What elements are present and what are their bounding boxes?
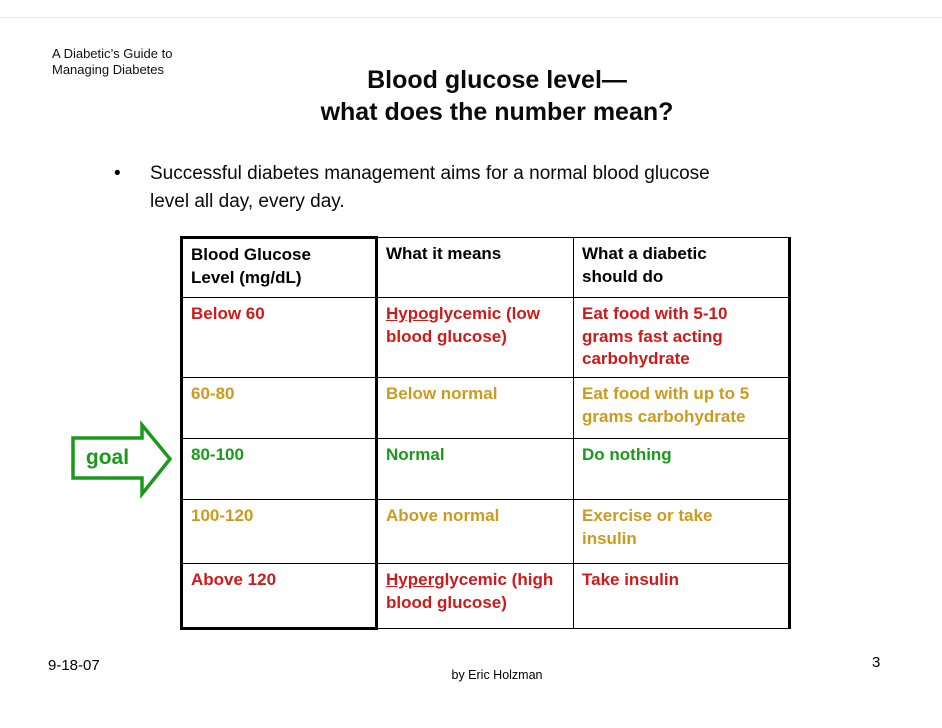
footer-date: 9-18-07: [48, 657, 100, 674]
cell-means: Above normal: [376, 499, 574, 564]
cell-means: Hyperglycemic (high blood glucose): [376, 563, 574, 629]
cell-means: Below normal: [376, 377, 574, 439]
glucose-table: Blood Glucose Level (mg/dL) What it mean…: [180, 236, 791, 630]
cell-action: Eat food with up to 5 grams carbohydrate: [573, 377, 791, 439]
cell-action: Eat food with 5-10 grams fast acting car…: [573, 297, 791, 378]
page-number: 3: [872, 654, 881, 671]
column-header-level: Blood Glucose Level (mg/dL): [180, 236, 378, 298]
table-row: Below 60 Hypoglycemic (low blood glucose…: [180, 297, 791, 378]
page-title: Blood glucose level— what does the numbe…: [320, 66, 674, 126]
cell-means: Normal: [376, 438, 574, 500]
table-row: 100-120 Above normal Exercise or take in…: [180, 499, 791, 564]
goal-arrow: goal: [58, 420, 176, 500]
bullet-text: Successful diabetes management aims for …: [150, 163, 710, 212]
table-row: 60-80 Below normal Eat food with up to 5…: [180, 377, 791, 439]
means-text: glycemic (low blood glucose): [386, 304, 540, 346]
top-divider: [0, 17, 942, 18]
bullet-icon: •: [114, 163, 121, 184]
goal-label: goal: [85, 446, 130, 469]
goal-arrow-shape: [71, 420, 173, 499]
cell-level: Below 60: [180, 297, 378, 378]
means-text: Above normal: [386, 506, 500, 525]
cell-action: Take insulin: [573, 563, 791, 629]
deck-title: A Diabetic’s Guide to Managing Diabetes: [52, 46, 173, 77]
cell-level: Above 120: [180, 563, 378, 630]
cell-level: 100-120: [180, 499, 378, 564]
cell-action: Do nothing: [573, 438, 791, 500]
column-header-means: What it means: [376, 237, 574, 298]
cell-level: 80-100: [180, 438, 378, 500]
footer-credit: by Eric Holzman: [451, 668, 543, 682]
means-text: glycemic (high blood glucose): [386, 570, 554, 612]
table-row: 80-100 Normal Do nothing: [180, 438, 791, 500]
means-text: Normal: [386, 445, 445, 464]
column-header-action: What a diabetic should do: [573, 237, 791, 298]
table-header-row: Blood Glucose Level (mg/dL) What it mean…: [180, 236, 791, 298]
underlined-prefix: Hyper: [386, 570, 435, 589]
table-row: Above 120 Hyperglycemic (high blood gluc…: [180, 563, 791, 630]
cell-means: Hypoglycemic (low blood glucose): [376, 297, 574, 378]
cell-level: 60-80: [180, 377, 378, 439]
means-text: Below normal: [386, 384, 498, 403]
cell-action: Exercise or take insulin: [573, 499, 791, 564]
underlined-prefix: Hypo: [386, 304, 429, 323]
